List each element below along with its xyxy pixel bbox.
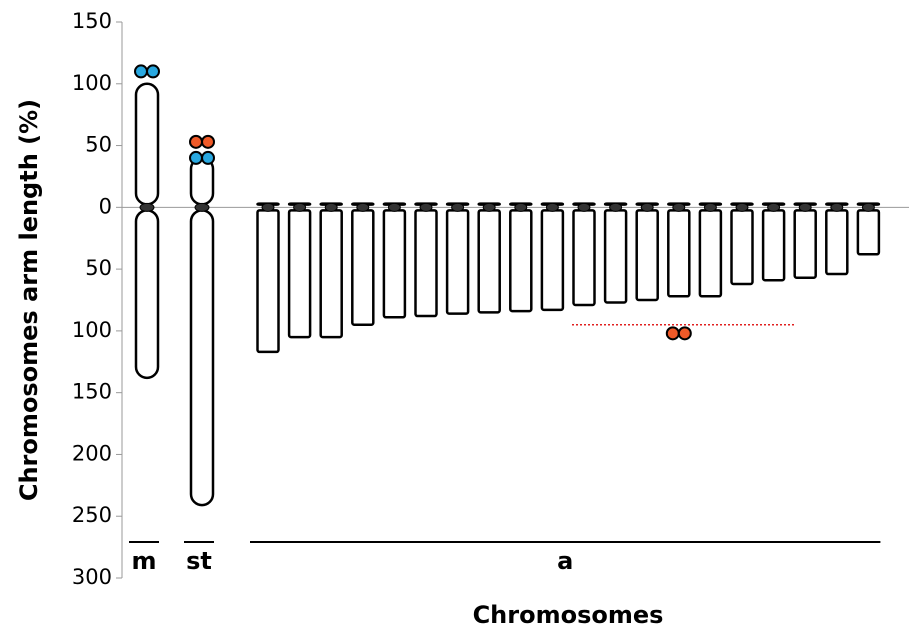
long-arm: [637, 210, 658, 300]
signal: [667, 327, 679, 339]
centromere: [578, 203, 590, 211]
centromere: [357, 203, 369, 211]
centromere: [704, 203, 716, 211]
centromere: [862, 203, 874, 211]
long-arm: [795, 210, 816, 277]
long-arm: [416, 210, 437, 316]
y-tick-label: 100: [72, 318, 112, 342]
long-arm: [191, 210, 213, 505]
x-axis-label: Chromosomes: [473, 601, 664, 629]
signal: [190, 152, 202, 164]
y-tick-label: 150: [72, 9, 112, 33]
long-arm: [605, 210, 626, 302]
long-arm: [258, 210, 279, 352]
short-arm: [191, 158, 213, 204]
centromere: [546, 203, 558, 211]
centromere: [736, 203, 748, 211]
group-label: a: [557, 547, 573, 575]
y-tick-label: 0: [99, 194, 112, 218]
y-tick-label: 250: [72, 503, 112, 527]
centromere: [768, 203, 780, 211]
y-tick-label: 150: [72, 380, 112, 404]
centromere: [388, 203, 400, 211]
y-tick-label: 300: [72, 565, 112, 589]
centromere: [515, 203, 527, 211]
y-tick-label: 200: [72, 441, 112, 465]
long-arm: [826, 210, 847, 274]
signal: [202, 152, 214, 164]
centromere: [483, 203, 495, 211]
long-arm: [384, 210, 405, 317]
centromere: [799, 203, 811, 211]
long-arm: [321, 210, 342, 337]
centromere: [673, 203, 685, 211]
y-tick-label: 50: [85, 256, 112, 280]
y-axis-label: Chromosomes arm length (%): [15, 99, 43, 501]
signal: [202, 136, 214, 148]
long-arm: [763, 210, 784, 280]
y-tick-label: 100: [72, 71, 112, 95]
long-arm: [732, 210, 753, 284]
long-arm: [289, 210, 310, 337]
long-arm: [136, 210, 158, 378]
centromere: [610, 203, 622, 211]
centromere: [262, 203, 274, 211]
short-arm: [136, 84, 158, 205]
long-arm: [574, 210, 595, 305]
group-label: st: [186, 547, 212, 575]
centromere: [641, 203, 653, 211]
long-arm: [700, 210, 721, 296]
centromere: [325, 203, 337, 211]
centromere: [420, 203, 432, 211]
long-arm: [352, 210, 373, 324]
chart: Chromosomes arm length (%) Chromosomes 1…: [0, 0, 909, 631]
signal: [190, 136, 202, 148]
centromere: [140, 203, 154, 211]
centromere: [294, 203, 306, 211]
long-arm: [542, 210, 563, 310]
centromere: [452, 203, 464, 211]
long-arm: [510, 210, 531, 311]
group-label: m: [131, 547, 156, 575]
centromere: [831, 203, 843, 211]
long-arm: [858, 210, 879, 254]
long-arm: [479, 210, 500, 312]
long-arm: [447, 210, 468, 313]
long-arm: [668, 210, 689, 296]
signal: [147, 65, 159, 77]
y-tick-label: 50: [85, 133, 112, 157]
signal: [679, 327, 691, 339]
signal: [135, 65, 147, 77]
centromere: [195, 203, 209, 211]
